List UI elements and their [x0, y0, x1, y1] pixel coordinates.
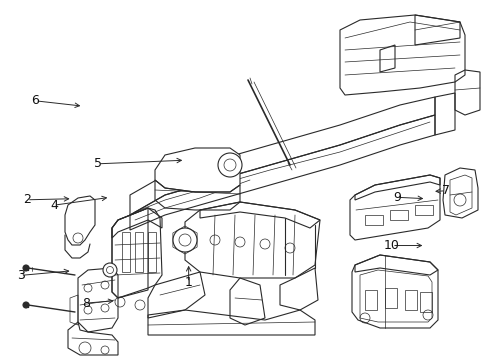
Text: 1: 1	[185, 276, 193, 289]
Polygon shape	[155, 148, 240, 192]
Bar	[415, 205, 433, 215]
Text: 5: 5	[94, 157, 102, 170]
Bar	[135, 232, 143, 272]
Bar	[365, 215, 383, 225]
Text: 4: 4	[50, 199, 58, 212]
Text: 7: 7	[442, 184, 450, 197]
Bar	[365, 290, 377, 310]
Bar	[405, 290, 417, 310]
Bar	[420, 292, 432, 312]
Circle shape	[23, 265, 29, 271]
Bar	[122, 232, 130, 272]
Circle shape	[218, 153, 242, 177]
Text: 10: 10	[384, 239, 400, 252]
Circle shape	[23, 302, 29, 308]
Circle shape	[103, 263, 117, 277]
Bar	[385, 288, 397, 308]
Bar	[148, 232, 156, 272]
Bar	[390, 210, 408, 220]
Circle shape	[173, 228, 197, 252]
Text: 9: 9	[393, 191, 401, 204]
Text: 3: 3	[17, 269, 24, 282]
Text: 8: 8	[82, 297, 90, 310]
Text: 6: 6	[31, 94, 39, 107]
Text: 2: 2	[23, 193, 31, 206]
